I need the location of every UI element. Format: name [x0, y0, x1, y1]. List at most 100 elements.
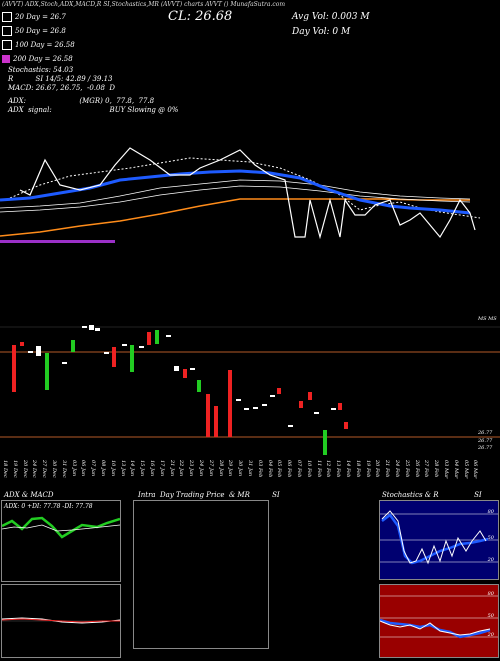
price-axis-label: 26.77: [478, 438, 493, 444]
candle: [338, 403, 342, 410]
candle: [344, 422, 348, 429]
macd-panel: [1, 584, 121, 658]
date-label: 26 Feb: [413, 460, 420, 478]
candle: [214, 406, 218, 437]
stoch-lines: [380, 510, 498, 565]
legend-row: 20 Day = 26.7: [2, 10, 75, 24]
date-label: 06 Feb: [286, 460, 293, 478]
date-label: 06 Mar: [472, 460, 479, 479]
candle: [174, 366, 179, 371]
ma-legend: 20 Day = 26.7 50 Day = 26.8 100 Day = 26…: [2, 10, 75, 66]
candle: [270, 395, 275, 397]
date-label: 21 Jan: [168, 460, 175, 477]
candle: [130, 345, 134, 372]
candle: [308, 392, 312, 400]
candle: [36, 346, 41, 356]
candle: [122, 344, 127, 346]
candle: [236, 399, 241, 401]
candle: [62, 362, 67, 364]
stoch-white-line: [381, 510, 487, 565]
candle: [28, 351, 33, 353]
candle: [323, 430, 327, 455]
date-axis: 18 Dec 19 Dec 20 Dec 24 Dec 27 Dec 30 Dec 31 D…: [0, 460, 500, 490]
close-label: CL: 26.68: [168, 9, 233, 24]
date-label: 10 Feb: [305, 460, 312, 478]
candle: [12, 345, 16, 392]
date-label: 06 Jan: [80, 460, 87, 477]
stoch-panel: 80 50 20: [379, 500, 499, 580]
date-label: 27 Dec: [41, 460, 48, 478]
date-label: 07 Feb: [296, 460, 302, 478]
price-axis-label: 26.77: [478, 445, 493, 451]
rsi-white-line: [379, 620, 491, 636]
candle: [139, 346, 144, 348]
candle: [288, 425, 293, 427]
date-label: 05 Feb: [276, 460, 283, 478]
rsi-lines: [379, 595, 498, 639]
legend-swatch: [2, 40, 12, 50]
candle: [166, 335, 171, 337]
date-label: 24 Jan: [198, 460, 204, 477]
macd-readout: MACD: 26.67, 26.75, -0.08 D: [8, 84, 115, 92]
date-label: 10 Jan: [109, 460, 116, 477]
rsi-panel: 80 50 20: [379, 584, 499, 658]
day-vol: Day Vol: 0 M: [292, 27, 351, 37]
avg-vol: Avg Vol: 0.003 M: [292, 12, 370, 22]
stoch-panel-title: Stochastics & R SI: [382, 491, 482, 499]
macd-red-line: [1, 618, 120, 623]
legend-label: 200 Day = 26.58: [13, 55, 73, 63]
date-label: 17 Jan: [158, 460, 165, 477]
date-label: 30 Jan: [237, 460, 244, 477]
legend-label: 100 Day = 26.58: [15, 41, 75, 49]
date-label: 31 Jan: [247, 460, 253, 477]
top-info: (AVVT) ADX,Stoch,ADX,MACD,R SI,Stochasti…: [2, 1, 286, 8]
macd-white-line: [1, 617, 121, 624]
candle: [253, 407, 258, 409]
date-label: 19 Feb: [364, 460, 371, 478]
date-label: 03 Feb: [256, 460, 263, 478]
legend-label: 50 Day = 26.8: [15, 27, 66, 35]
blue-ma-line: [0, 169, 471, 215]
date-label: 08 Jan: [100, 460, 106, 477]
date-label: 11 Feb: [315, 460, 322, 478]
date-label: 12 Feb: [325, 460, 332, 478]
date-label: 13 Jan: [119, 460, 126, 477]
mr-panel-title: Intra Day Trading Price & MR SI: [138, 491, 280, 499]
date-label: 04 Mar: [452, 460, 459, 479]
candle: [331, 408, 336, 410]
date-label: 03 Mar: [443, 460, 449, 479]
candle: [95, 328, 100, 331]
candle: [197, 380, 201, 392]
rsi-tick: 20: [487, 632, 494, 638]
candle: [277, 388, 281, 394]
legend-swatch: [2, 12, 12, 22]
mr-panel: [133, 500, 269, 649]
main-price-chart: [0, 147, 500, 455]
adx-lines: [2, 516, 120, 539]
date-label: 18 Feb: [354, 460, 361, 478]
legend-row: 100 Day = 26.58: [2, 38, 75, 52]
date-label: 20 Dec: [21, 460, 28, 478]
date-label: 16 Jan: [149, 460, 155, 477]
adx-signal: ADX signal: BUY Slowing @ 0%: [8, 106, 179, 114]
rsi-tick: 50: [487, 613, 494, 619]
date-label: 04 Feb: [266, 460, 273, 478]
candle: [20, 342, 24, 346]
candle: [45, 353, 49, 390]
white-ma-line-2: [0, 185, 471, 213]
candle: [299, 401, 303, 408]
date-label: 20 Feb: [374, 460, 381, 478]
date-label: 27 Feb: [423, 460, 430, 478]
date-label: 21 Feb: [384, 460, 391, 478]
stochastics-readout: Stochastics: 54.03: [8, 66, 74, 74]
legend-label: 20 Day = 26.7: [15, 13, 66, 21]
watermark-small: MS MS: [478, 316, 497, 322]
date-label: 22 Jan: [178, 460, 185, 477]
candle-group: [12, 325, 348, 455]
candle: [89, 325, 94, 330]
candle: [147, 332, 151, 345]
adx-panel: ADX: 0 +DI: 77.78 -DI: 77.78: [1, 500, 121, 582]
date-label: 03 Jan: [70, 460, 77, 477]
rsi-readout: R SI 14/5: 42.89 / 39.13: [8, 75, 113, 83]
candle: [314, 412, 319, 414]
